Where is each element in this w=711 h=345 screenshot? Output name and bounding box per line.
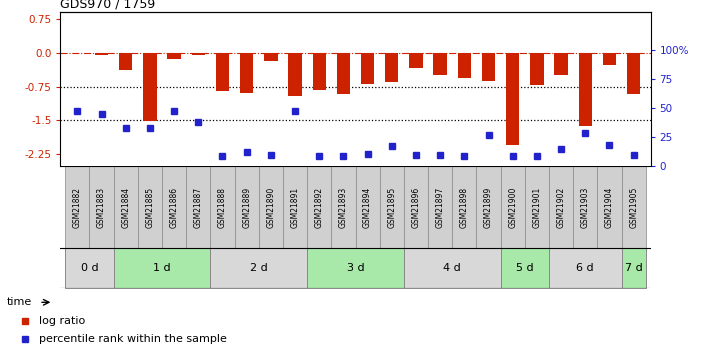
Text: GSM21898: GSM21898 (460, 186, 469, 228)
Bar (549, 166, 573, 248)
Bar (555, 53, 567, 75)
Bar (65, 166, 90, 248)
Bar (482, 53, 495, 81)
Bar (597, 166, 621, 248)
Text: percentile rank within the sample: percentile rank within the sample (39, 334, 227, 344)
Bar (216, 53, 229, 91)
Text: GSM21889: GSM21889 (242, 186, 251, 228)
Bar (434, 53, 447, 75)
Bar (603, 53, 616, 65)
Bar (356, 166, 380, 248)
Text: GSM21902: GSM21902 (557, 186, 565, 228)
Text: log ratio: log ratio (39, 316, 85, 326)
Bar (138, 166, 162, 248)
Text: 3 d: 3 d (347, 263, 364, 273)
Text: 7 d: 7 d (625, 263, 643, 273)
Text: 5 d: 5 d (516, 263, 534, 273)
Text: 2 d: 2 d (250, 263, 267, 273)
Text: GSM21899: GSM21899 (484, 186, 493, 228)
Text: GSM21904: GSM21904 (605, 186, 614, 228)
Text: 1 d: 1 d (153, 263, 171, 273)
Text: GSM21890: GSM21890 (267, 186, 275, 228)
Bar (210, 248, 307, 288)
Text: GSM21885: GSM21885 (146, 186, 154, 228)
Bar (65, 248, 114, 288)
Bar (307, 248, 404, 288)
Bar (144, 53, 156, 121)
Bar (410, 53, 422, 68)
Bar (530, 53, 543, 85)
Text: GSM21896: GSM21896 (412, 186, 420, 228)
Text: 6 d: 6 d (577, 263, 594, 273)
Bar (476, 166, 501, 248)
Bar (549, 248, 621, 288)
Bar (621, 248, 646, 288)
Bar (186, 166, 210, 248)
Bar (458, 53, 471, 78)
Bar (210, 166, 235, 248)
Bar (90, 166, 114, 248)
Bar (307, 166, 331, 248)
Text: GDS970 / 1759: GDS970 / 1759 (60, 0, 156, 11)
Bar (331, 166, 356, 248)
Bar (264, 53, 277, 61)
Text: GSM21894: GSM21894 (363, 186, 372, 228)
Text: GSM21900: GSM21900 (508, 186, 517, 228)
Bar (501, 166, 525, 248)
Bar (404, 166, 428, 248)
Text: GSM21891: GSM21891 (291, 186, 299, 228)
Text: GSM21893: GSM21893 (339, 186, 348, 228)
Text: GSM21903: GSM21903 (581, 186, 589, 228)
Bar (259, 166, 283, 248)
Text: 4 d: 4 d (444, 263, 461, 273)
Bar (525, 166, 549, 248)
Bar (501, 248, 549, 288)
Text: 0 d: 0 d (80, 263, 98, 273)
Bar (289, 53, 301, 96)
Bar (235, 166, 259, 248)
Text: GSM21892: GSM21892 (315, 186, 324, 228)
Bar (313, 53, 326, 90)
Bar (627, 53, 641, 94)
Bar (283, 166, 307, 248)
Bar (361, 53, 374, 84)
Bar (240, 53, 253, 93)
Text: GSM21895: GSM21895 (387, 186, 396, 228)
Text: GSM21901: GSM21901 (533, 186, 541, 228)
Text: GSM21886: GSM21886 (170, 186, 178, 228)
Bar (579, 53, 592, 126)
Bar (192, 53, 205, 55)
Bar (119, 53, 132, 70)
Bar (162, 166, 186, 248)
Text: time: time (7, 297, 33, 307)
Bar (337, 53, 350, 94)
Text: GSM21887: GSM21887 (194, 186, 203, 228)
Bar (428, 166, 452, 248)
Bar (506, 53, 519, 145)
Bar (621, 166, 646, 248)
Text: GSM21884: GSM21884 (122, 186, 130, 228)
Text: GSM21882: GSM21882 (73, 187, 82, 227)
Bar (404, 248, 501, 288)
Bar (385, 53, 398, 82)
Text: GSM21883: GSM21883 (97, 186, 106, 228)
Bar (114, 248, 210, 288)
Bar (573, 166, 597, 248)
Bar (380, 166, 404, 248)
Text: GSM21888: GSM21888 (218, 187, 227, 227)
Bar (114, 166, 138, 248)
Text: GSM21897: GSM21897 (436, 186, 444, 228)
Bar (95, 53, 108, 55)
Bar (168, 53, 181, 59)
Bar (452, 166, 476, 248)
Text: GSM21905: GSM21905 (629, 186, 638, 228)
